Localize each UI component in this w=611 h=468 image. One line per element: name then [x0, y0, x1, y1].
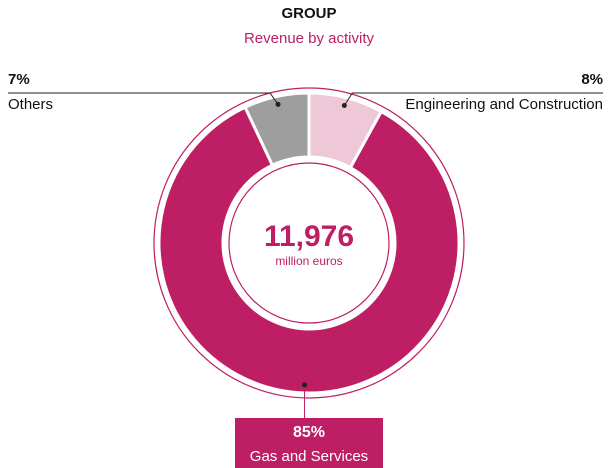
- chart-subtitle: Revenue by activity: [244, 30, 375, 47]
- leader-line: [8, 92, 279, 105]
- leader-line: [343, 92, 603, 106]
- center-label: million euros: [275, 254, 342, 268]
- category-label: Engineering and Construction: [405, 96, 603, 113]
- donut-slice: [243, 91, 311, 168]
- category-label-line: Engineering and Construction: [405, 96, 603, 113]
- donut-slice: [157, 105, 461, 395]
- center-value: 11,976: [264, 220, 354, 253]
- leader-dot: [302, 382, 308, 388]
- leader-dot: [275, 101, 281, 107]
- category-label: Gas and Services: [250, 448, 368, 465]
- outer-ring: [153, 87, 465, 399]
- value-label: 85%: [293, 424, 325, 441]
- value-label: 8%: [581, 71, 603, 88]
- value-label: 7%: [8, 71, 30, 88]
- inner-ring: [228, 162, 390, 324]
- chart-title: GROUP: [281, 5, 336, 22]
- leader-dot: [341, 102, 347, 108]
- label-box: [235, 418, 383, 468]
- category-label: Others: [8, 96, 53, 113]
